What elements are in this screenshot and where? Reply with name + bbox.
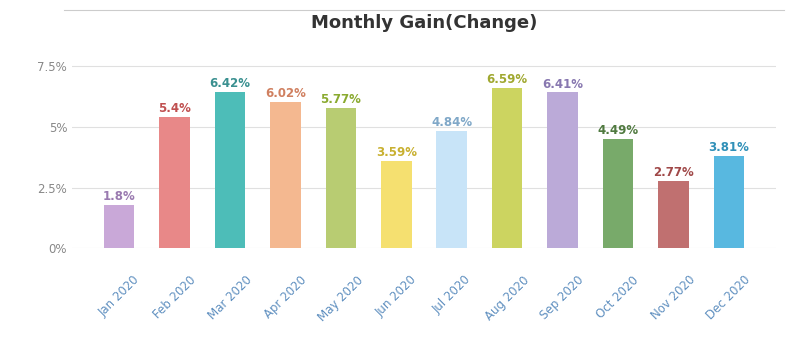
Bar [492, 88, 522, 248]
Bar [326, 108, 356, 248]
Text: 6.02%: 6.02% [265, 87, 306, 100]
Text: 3.81%: 3.81% [708, 141, 749, 154]
Text: 2.77%: 2.77% [653, 166, 694, 179]
Bar [215, 92, 246, 248]
Bar [104, 205, 134, 248]
Bar [159, 117, 190, 248]
Bar [270, 102, 301, 248]
Text: 3.59%: 3.59% [376, 146, 417, 159]
Text: 5.4%: 5.4% [158, 102, 191, 115]
Bar [381, 161, 411, 248]
Text: 6.41%: 6.41% [542, 78, 583, 91]
Text: 1.8%: 1.8% [103, 190, 136, 203]
Title: Monthly Gain(Change): Monthly Gain(Change) [311, 13, 537, 31]
Bar [547, 92, 578, 248]
Bar [658, 181, 689, 248]
Text: 4.84%: 4.84% [431, 116, 472, 129]
Text: 6.42%: 6.42% [210, 77, 250, 90]
Bar [714, 156, 744, 248]
Text: 6.59%: 6.59% [486, 73, 528, 86]
Bar [602, 139, 633, 248]
Text: 5.77%: 5.77% [321, 93, 362, 106]
Bar [437, 130, 467, 248]
Text: 4.49%: 4.49% [598, 124, 638, 137]
